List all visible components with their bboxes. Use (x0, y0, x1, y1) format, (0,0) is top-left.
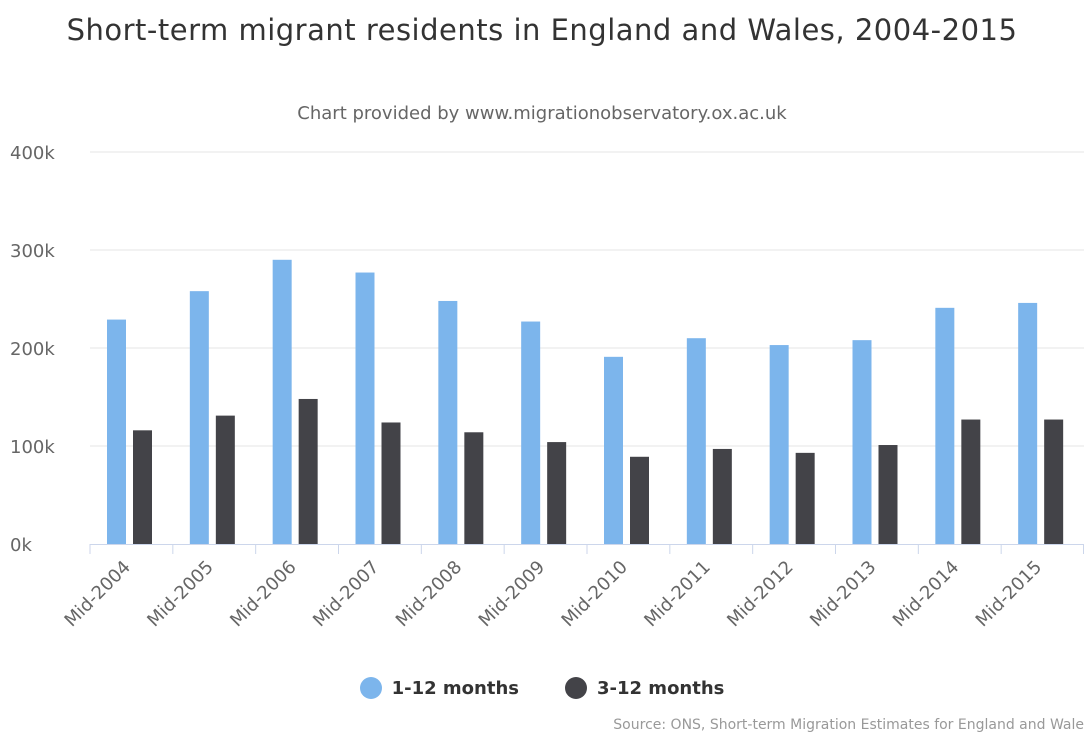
bar-series-1[interactable] (686, 338, 706, 544)
bar-series-2[interactable] (630, 456, 649, 544)
bars (107, 259, 1064, 544)
bar-series-2[interactable] (1044, 419, 1064, 544)
x-tick-label: Mid-2011 (640, 557, 714, 631)
y-axis-tick-labels: 0k 100k 200k 300k 400k (10, 143, 55, 556)
bar-series-1[interactable] (935, 307, 955, 544)
x-tick-label: Mid-2010 (558, 557, 632, 631)
y-tick-label: 300k (10, 241, 55, 262)
y-tick-label: 200k (10, 339, 55, 360)
legend-item-series-2[interactable]: 3-12 months (565, 677, 724, 699)
bar-series-2[interactable] (961, 419, 981, 544)
bar-series-2[interactable] (547, 442, 567, 544)
legend: 1-12 months 3-12 months (0, 677, 1084, 699)
x-tick-label: Mid-2007 (309, 557, 383, 631)
bar-series-1[interactable] (355, 272, 375, 544)
bar-series-2[interactable] (215, 415, 235, 544)
bar-series-1[interactable] (852, 340, 872, 544)
bar-series-2[interactable] (133, 430, 152, 544)
bar-series-2[interactable] (381, 422, 401, 544)
bar-series-1[interactable] (1018, 302, 1038, 544)
bar-series-2[interactable] (795, 452, 815, 544)
x-axis-tick-labels: Mid-2004 Mid-2005 Mid-2006 Mid-2007 Mid-2008… (61, 557, 1047, 631)
bar-series-2[interactable] (878, 445, 898, 544)
bar-series-1[interactable] (521, 321, 541, 544)
bar-series-1[interactable] (604, 356, 623, 544)
x-tick-label: Mid-2014 (889, 557, 963, 631)
legend-marker-series-1 (359, 677, 382, 699)
legend-label-series-2: 3-12 months (597, 677, 725, 699)
bar-series-1[interactable] (769, 345, 789, 544)
x-tick-label: Mid-2013 (806, 557, 880, 631)
bar-series-1[interactable] (438, 300, 458, 544)
y-tick-label: 400k (10, 143, 55, 164)
legend-label-series-1: 1-12 months (391, 677, 519, 699)
x-tick-label: Mid-2009 (475, 557, 549, 631)
x-tick-label: Mid-2005 (143, 557, 217, 631)
bar-series-1[interactable] (189, 291, 209, 544)
y-tick-label: 0k (10, 535, 32, 556)
bar-series-2[interactable] (298, 398, 318, 544)
bar-series-1[interactable] (272, 259, 292, 544)
y-tick-label: 100k (10, 437, 55, 458)
bar-series-1[interactable] (107, 319, 126, 544)
gridlines (90, 151, 1084, 447)
x-tick-label: Mid-2015 (972, 557, 1046, 631)
bar-series-2[interactable] (712, 448, 732, 544)
chart-title: Short-term migrant residents in England … (66, 13, 1018, 47)
x-axis (89, 544, 1084, 554)
x-tick-label: Mid-2006 (226, 557, 300, 631)
x-tick-label: Mid-2004 (61, 557, 135, 631)
bar-series-2[interactable] (464, 432, 484, 544)
x-tick-label: Mid-2008 (392, 557, 466, 631)
chart-subtitle: Chart provided by www.migrationobservato… (297, 103, 787, 124)
legend-marker-series-2 (565, 677, 587, 699)
legend-item-series-1[interactable]: 1-12 months (359, 677, 519, 699)
x-tick-label: Mid-2012 (723, 557, 797, 631)
source-credit[interactable]: Source: ONS, Short-term Migration Estima… (613, 717, 1084, 733)
